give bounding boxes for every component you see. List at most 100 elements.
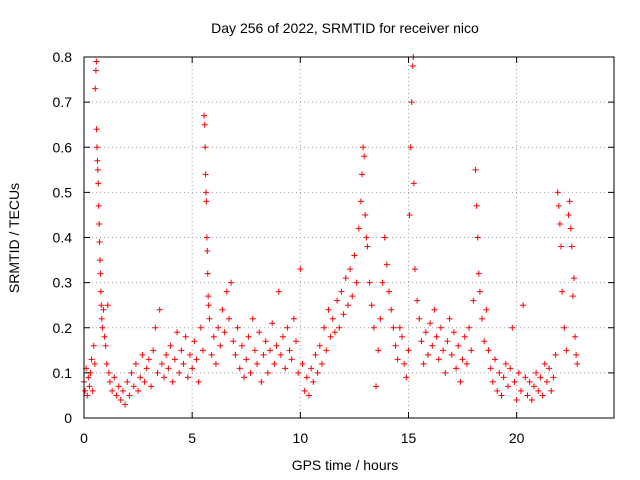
data-point bbox=[550, 374, 557, 381]
data-point bbox=[95, 180, 102, 187]
data-point bbox=[363, 234, 370, 241]
data-point bbox=[88, 356, 95, 363]
data-point bbox=[559, 288, 566, 295]
data-point bbox=[202, 171, 209, 178]
y-tick-label: 0.5 bbox=[53, 184, 73, 200]
data-point bbox=[394, 356, 401, 363]
x-tick-label: 20 bbox=[509, 430, 525, 446]
data-point bbox=[143, 365, 150, 372]
data-point bbox=[92, 85, 99, 92]
data-point bbox=[275, 288, 282, 295]
data-point bbox=[468, 347, 475, 354]
data-point bbox=[358, 171, 365, 178]
data-point bbox=[96, 239, 103, 246]
data-point bbox=[103, 360, 110, 367]
data-point bbox=[364, 243, 371, 250]
data-point bbox=[273, 342, 280, 349]
data-point bbox=[113, 392, 120, 399]
data-point bbox=[92, 67, 99, 74]
data-point bbox=[552, 351, 559, 358]
data-point bbox=[154, 369, 161, 376]
data-point bbox=[418, 338, 425, 345]
x-tick-label: 0 bbox=[80, 430, 88, 446]
data-point bbox=[483, 306, 490, 313]
data-point bbox=[204, 248, 211, 255]
data-point bbox=[568, 243, 575, 250]
data-point bbox=[459, 356, 466, 363]
grid bbox=[84, 57, 614, 418]
data-point bbox=[267, 347, 274, 354]
data-point bbox=[199, 347, 206, 354]
data-point bbox=[466, 324, 473, 331]
data-point bbox=[392, 342, 399, 349]
data-point bbox=[498, 392, 505, 399]
data-point bbox=[245, 333, 252, 340]
data-point bbox=[548, 387, 555, 394]
data-point bbox=[409, 63, 416, 70]
data-point bbox=[351, 252, 358, 259]
data-point bbox=[201, 112, 208, 119]
axis-ticks: 0 0.1 0.2 0.3 0.4 0.5 0.6 0.7 0.8 0 5 10 15 20 bbox=[53, 49, 614, 446]
data-point bbox=[203, 234, 210, 241]
data-point bbox=[150, 347, 157, 354]
data-point bbox=[82, 387, 89, 394]
data-point bbox=[303, 374, 310, 381]
data-point bbox=[135, 387, 142, 394]
data-point bbox=[236, 365, 243, 372]
data-point bbox=[182, 333, 189, 340]
data-point bbox=[450, 329, 457, 336]
data-point bbox=[212, 360, 219, 367]
data-point bbox=[148, 383, 155, 390]
data-point bbox=[485, 347, 492, 354]
data-point bbox=[184, 374, 191, 381]
data-point bbox=[535, 387, 542, 394]
data-series bbox=[81, 54, 581, 408]
data-point bbox=[187, 351, 193, 358]
data-point bbox=[325, 306, 332, 313]
data-point bbox=[221, 329, 228, 336]
data-point bbox=[386, 288, 393, 295]
data-point bbox=[437, 324, 444, 331]
data-point bbox=[128, 369, 135, 376]
data-point bbox=[205, 293, 212, 300]
data-point bbox=[119, 387, 126, 394]
data-point bbox=[91, 360, 98, 367]
data-point bbox=[254, 360, 261, 367]
data-point bbox=[407, 144, 414, 151]
data-point bbox=[448, 351, 455, 358]
data-point bbox=[308, 365, 315, 372]
data-point bbox=[314, 369, 321, 376]
data-point bbox=[509, 324, 516, 331]
data-point bbox=[530, 383, 537, 390]
data-point bbox=[94, 166, 101, 173]
data-point bbox=[515, 369, 522, 376]
data-point bbox=[106, 378, 113, 385]
data-point bbox=[215, 324, 222, 331]
data-point bbox=[528, 396, 535, 403]
data-point bbox=[96, 220, 103, 227]
data-point bbox=[360, 144, 367, 151]
data-point bbox=[299, 360, 306, 367]
data-point bbox=[86, 383, 93, 390]
data-point bbox=[264, 369, 271, 376]
data-point bbox=[293, 338, 299, 345]
data-point bbox=[476, 288, 483, 295]
data-point bbox=[565, 211, 572, 218]
data-point bbox=[202, 144, 209, 151]
data-point bbox=[440, 347, 447, 354]
data-point bbox=[84, 392, 91, 399]
data-point bbox=[424, 351, 431, 358]
data-point bbox=[238, 342, 245, 349]
data-point bbox=[487, 365, 494, 372]
data-point bbox=[433, 333, 440, 340]
data-point bbox=[357, 198, 364, 205]
data-point bbox=[290, 315, 297, 322]
data-point bbox=[507, 365, 514, 372]
data-point bbox=[305, 392, 312, 399]
data-point bbox=[329, 315, 336, 322]
data-point bbox=[102, 342, 109, 349]
data-point bbox=[494, 387, 501, 394]
data-point bbox=[99, 324, 106, 331]
data-point bbox=[97, 270, 104, 277]
data-point bbox=[201, 121, 208, 128]
